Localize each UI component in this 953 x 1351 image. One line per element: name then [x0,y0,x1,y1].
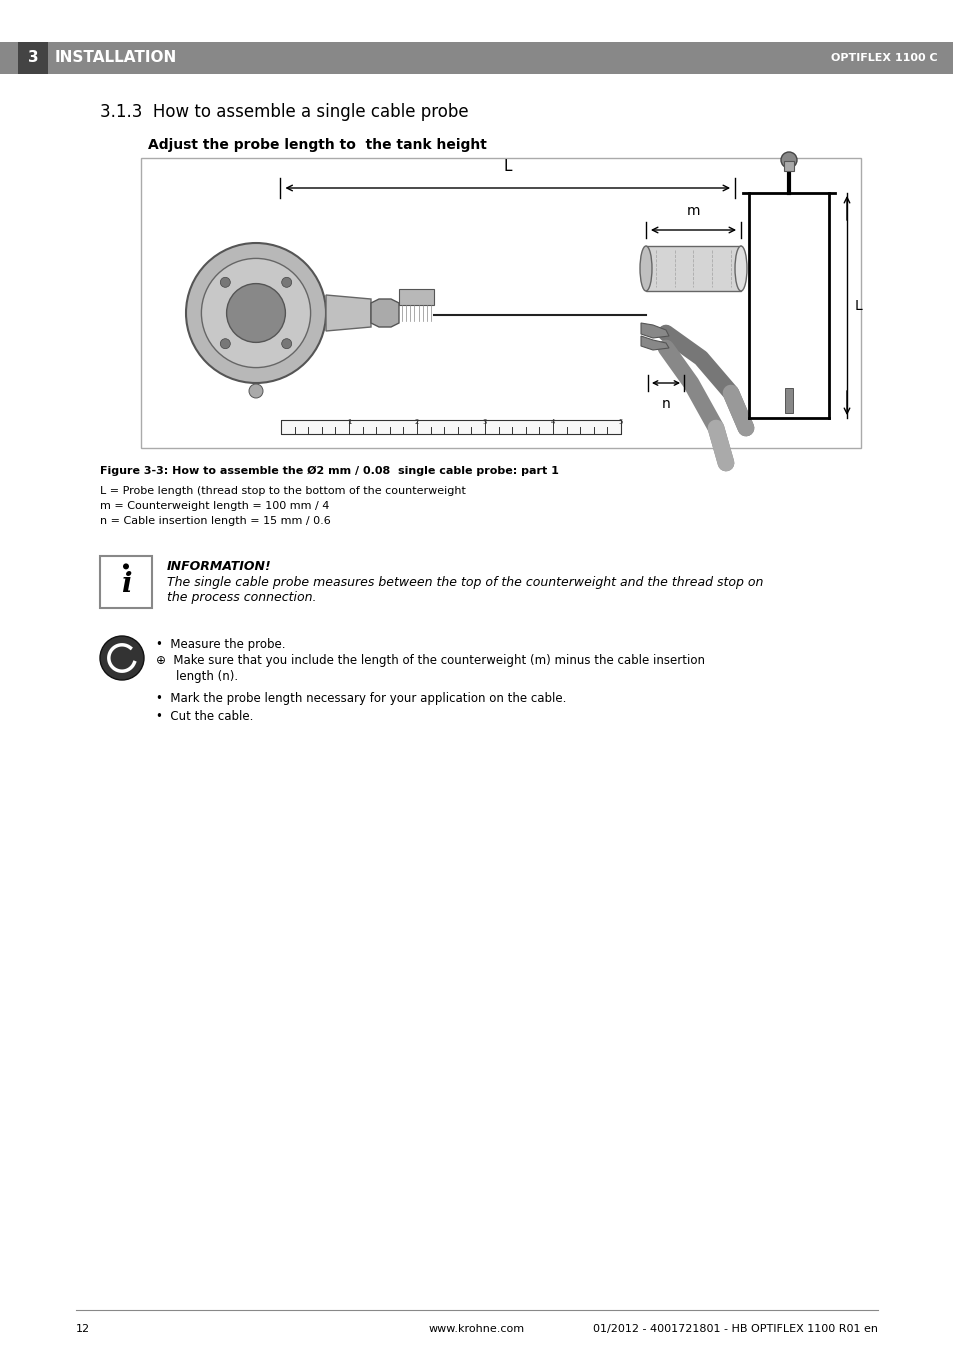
Circle shape [220,277,230,288]
Text: i: i [121,571,132,598]
Circle shape [220,339,230,349]
Text: 5: 5 [618,419,622,426]
Text: m = Counterweight length = 100 mm / 4: m = Counterweight length = 100 mm / 4 [100,501,329,511]
Text: length (n).: length (n). [175,670,238,684]
Text: •  Cut the cable.: • Cut the cable. [156,711,253,723]
Text: •  Mark the probe length necessary for your application on the cable.: • Mark the probe length necessary for yo… [156,692,566,705]
Text: OPTIFLEX 1100 C: OPTIFLEX 1100 C [830,53,937,63]
Bar [281,420,620,434]
Text: 12: 12 [76,1324,90,1333]
Text: www.krohne.com: www.krohne.com [429,1324,524,1333]
Circle shape [186,243,326,382]
Circle shape [100,636,144,680]
Bar [398,289,434,305]
Bar [100,557,152,608]
Bar [645,246,740,290]
Text: 3: 3 [482,419,487,426]
Text: 3.1.3  How to assemble a single cable probe: 3.1.3 How to assemble a single cable pro… [100,103,468,122]
Text: L: L [503,159,512,174]
Circle shape [281,277,292,288]
Text: L = Probe length (thread stop to the bottom of the counterweight: L = Probe length (thread stop to the bot… [100,486,465,496]
Text: 3: 3 [28,50,38,65]
Bar [784,388,792,413]
Text: The single cable probe measures between the top of the counterweight and the thr: The single cable probe measures between … [167,576,762,604]
Circle shape [227,284,285,342]
Text: 4: 4 [550,419,555,426]
Text: 2: 2 [415,419,418,426]
Text: Figure 3-3: How to assemble the Ø2 mm / 0.08  single cable probe: part 1: Figure 3-3: How to assemble the Ø2 mm / … [100,466,558,477]
Text: 01/2012 - 4001721801 - HB OPTIFLEX 1100 R01 en: 01/2012 - 4001721801 - HB OPTIFLEX 1100 … [593,1324,877,1333]
Bar [0,42,953,74]
Polygon shape [640,323,668,338]
Text: ⊕  Make sure that you include the length of the counterweight (m) minus the cabl: ⊕ Make sure that you include the length … [156,654,704,667]
Bar [783,161,793,172]
Polygon shape [371,299,398,327]
Polygon shape [326,295,371,331]
Polygon shape [640,336,668,350]
Text: 1: 1 [346,419,351,426]
Bar [18,42,48,74]
Ellipse shape [734,246,746,290]
Bar [141,158,861,449]
Text: •  Measure the probe.: • Measure the probe. [156,638,285,651]
Text: m: m [686,204,700,218]
Ellipse shape [639,246,651,290]
Circle shape [781,153,796,168]
Circle shape [123,563,129,569]
Text: L: L [854,299,862,312]
Circle shape [249,384,263,399]
Text: INSTALLATION: INSTALLATION [55,50,177,65]
Text: INFORMATION!: INFORMATION! [167,561,272,573]
Text: n: n [661,397,670,411]
Text: n = Cable insertion length = 15 mm / 0.6: n = Cable insertion length = 15 mm / 0.6 [100,516,331,526]
Text: Adjust the probe length to  the tank height: Adjust the probe length to the tank heig… [148,138,486,153]
Circle shape [201,258,311,367]
Circle shape [281,339,292,349]
